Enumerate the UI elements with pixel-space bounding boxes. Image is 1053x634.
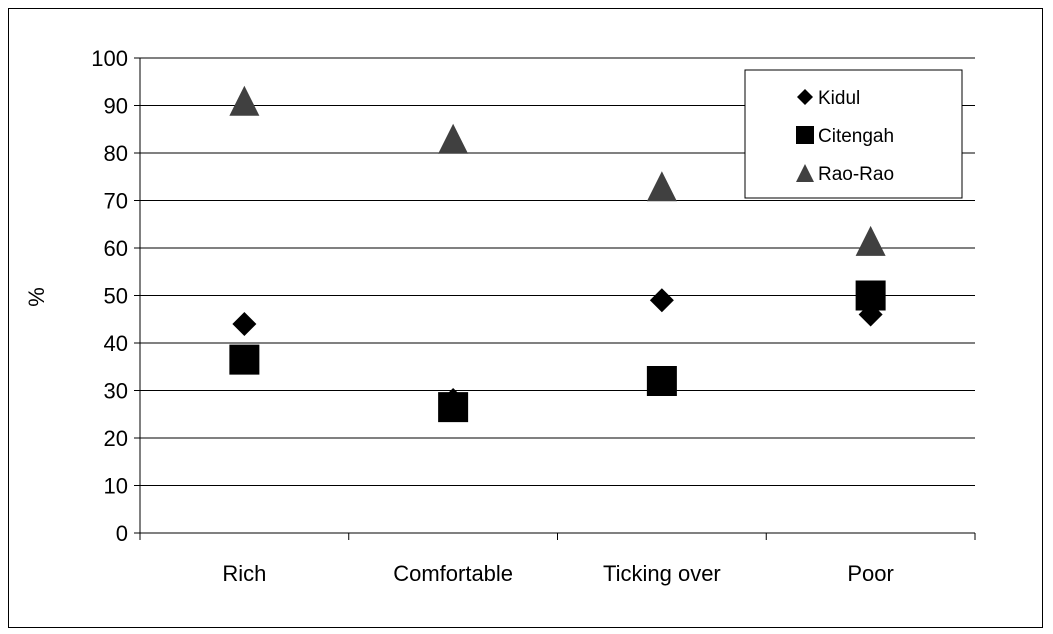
y-axis-ticks: 0 10 20 30 40 50 60 70 80 90 100 <box>91 46 140 546</box>
x-tick-label: Comfortable <box>393 561 513 586</box>
x-tick-label: Ticking over <box>603 561 721 586</box>
point-kidul <box>441 388 466 412</box>
y-tick-label: 40 <box>104 331 128 356</box>
point-citengah <box>229 344 260 375</box>
y-tick-label: 50 <box>104 284 128 309</box>
legend-marker-citengah <box>796 126 814 144</box>
legend-label-citengah: Citengah <box>818 126 894 147</box>
y-tick-label: 90 <box>104 94 128 119</box>
x-tick-label: Poor <box>847 561 893 586</box>
legend-marker-rao-rao <box>796 164 814 182</box>
point-citengah <box>646 366 677 396</box>
y-tick-label: 100 <box>91 46 128 71</box>
gridlines <box>140 57 975 486</box>
point-rao-rao <box>646 171 677 202</box>
y-axis-label: % <box>24 287 49 307</box>
x-axis-categories: Rich Comfortable Ticking over Poor <box>139 533 976 586</box>
point-rao-rao <box>229 85 260 116</box>
x-tick-label: Rich <box>222 561 266 586</box>
point-kidul <box>649 288 674 313</box>
point-rao-rao <box>855 225 886 256</box>
legend-marker-kidul <box>797 89 813 105</box>
y-tick-label: 10 <box>104 474 128 499</box>
y-tick-label: 70 <box>104 189 128 214</box>
y-tick-label: 20 <box>104 426 128 451</box>
y-tick-label: 80 <box>104 141 128 166</box>
legend-label-kidul: Kidul <box>818 88 860 109</box>
legend-box <box>744 69 963 199</box>
y-tick-label: 30 <box>104 379 128 404</box>
legend-label-rao-rao: Rao-Rao <box>818 164 894 185</box>
legend: Kidul Citengah Rao-Rao <box>744 69 963 199</box>
point-kidul <box>858 302 883 327</box>
point-rao-rao <box>438 123 469 154</box>
y-tick-label: 0 <box>116 521 128 546</box>
data-points <box>229 85 886 423</box>
y-tick-label: 60 <box>104 236 128 261</box>
point-kidul <box>232 312 257 336</box>
